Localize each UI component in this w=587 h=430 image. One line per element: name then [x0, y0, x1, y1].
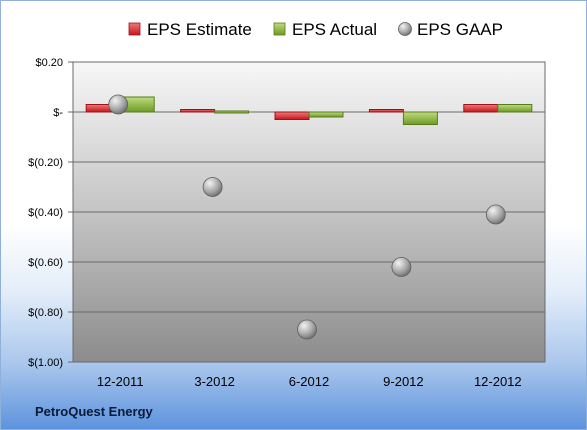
x-category-label: 12-2012 — [474, 374, 522, 389]
legend-estimate-swatch — [128, 22, 141, 36]
eps-actual-bar — [497, 104, 533, 113]
eps-estimate-bar — [463, 104, 499, 113]
y-tick-label: $(0.80) — [28, 307, 63, 319]
legend: EPS Estimate EPS Actual EPS GAAP — [128, 20, 503, 39]
eps-gaap-point — [297, 319, 317, 340]
legend-actual-swatch — [273, 22, 286, 36]
eps-gaap-point — [485, 204, 506, 225]
gaap-points — [108, 94, 506, 340]
company-name: PetroQuest Energy — [35, 404, 153, 419]
eps-actual-bar — [308, 111, 344, 118]
eps-gaap-point — [108, 94, 129, 115]
legend-label: EPS Estimate — [147, 20, 252, 39]
bar-series — [85, 96, 533, 125]
legend-label: EPS GAAP — [417, 20, 503, 39]
x-category-label: 6-2012 — [289, 374, 329, 389]
legend-gaap-swatch — [398, 22, 412, 36]
y-tick-label: $(0.60) — [28, 257, 63, 269]
y-tick-label: $(0.40) — [28, 207, 63, 219]
y-tick-label: $- — [53, 107, 63, 119]
y-tick-label: $0.20 — [35, 57, 63, 69]
eps-estimate-bar — [180, 109, 216, 113]
x-category-label: 12-2011 — [97, 374, 144, 389]
x-category-label: 3-2012 — [194, 374, 234, 389]
legend-label: EPS Actual — [292, 20, 377, 39]
y-tick-label: $(1.00) — [28, 357, 63, 369]
eps-gaap-point — [202, 177, 223, 197]
x-axis-labels: 12-2011 3-2012 6-2012 9-2012 12-2012 — [97, 374, 522, 389]
eps-estimate-bar — [368, 109, 404, 113]
y-axis-ticks: $0.20 $- $(0.20) $(0.40) $(0.60) $(0.80) $(1.0… — [28, 57, 73, 369]
y-tick-label: $(0.20) — [28, 157, 63, 169]
eps-gaap-point — [391, 257, 412, 277]
eps-actual-bar — [214, 110, 250, 114]
x-category-label: 9-2012 — [383, 374, 423, 389]
eps-actual-bar — [402, 111, 438, 125]
eps-estimate-bar — [274, 111, 310, 120]
